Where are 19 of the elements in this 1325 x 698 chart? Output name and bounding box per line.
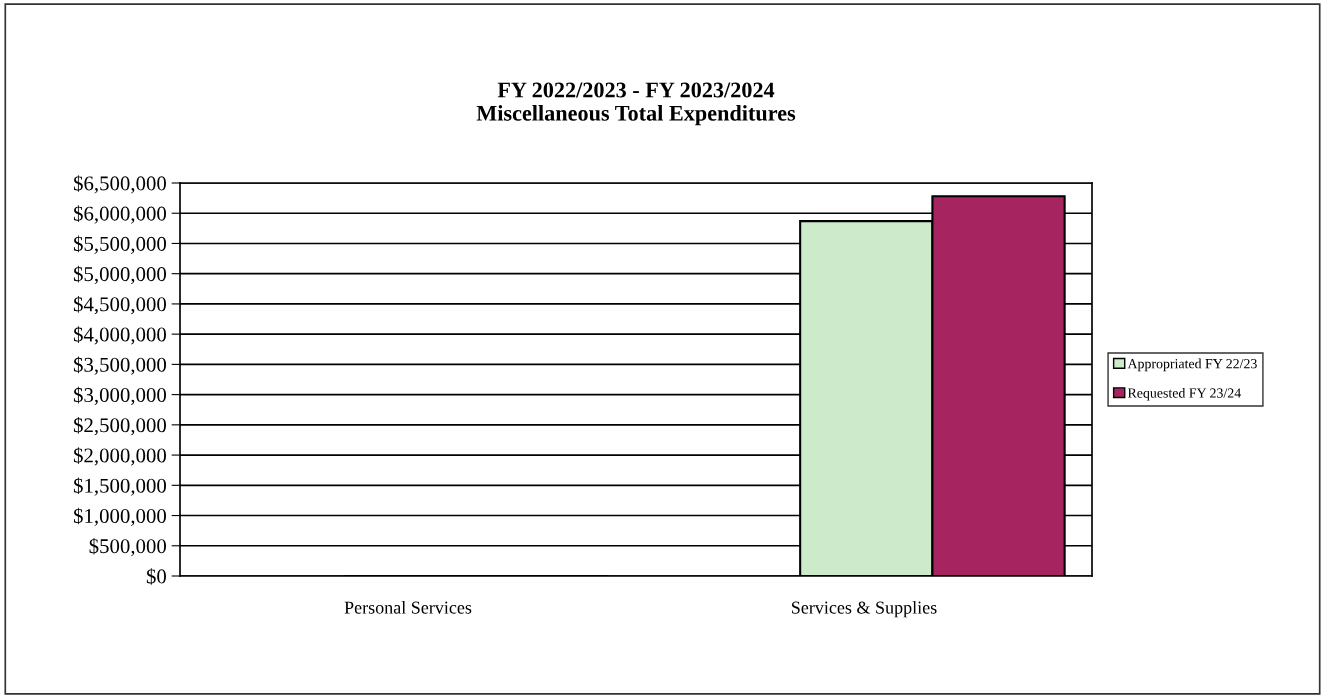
chart-title: FY 2022/2023 - FY 2023/2024 Miscellaneous Total Expenditures — [476, 82, 796, 126]
y-tick-label: $500,000 — [89, 537, 167, 557]
y-tick-label: $0 — [146, 568, 167, 585]
y-tick-label: $5,500,000 — [73, 235, 167, 254]
legend-label: Requested FY 23/24 — [1127, 387, 1241, 401]
y-tick-label: $6,000,000 — [73, 205, 167, 224]
y-tick-label: $3,000,000 — [73, 386, 167, 406]
y-tick-label: $2,500,000 — [73, 416, 167, 436]
y-tick-label: $4,500,000 — [73, 296, 167, 315]
y-tick-label: $4,000,000 — [73, 326, 167, 345]
y-tick-label: $6,500,000 — [73, 175, 167, 194]
y-tick-label: $3,500,000 — [73, 356, 167, 375]
y-tick-label: $2,000,000 — [73, 447, 167, 466]
x-tick-label: Services & Supplies — [791, 601, 937, 618]
y-tick-label: $1,000,000 — [73, 507, 167, 526]
y-tick-label: $5,000,000 — [73, 265, 167, 285]
y-tick-label: $1,500,000 — [73, 477, 167, 496]
x-tick-label: Personal Services — [344, 601, 472, 614]
legend-label: Appropriated FY 22/23 — [1127, 358, 1257, 372]
